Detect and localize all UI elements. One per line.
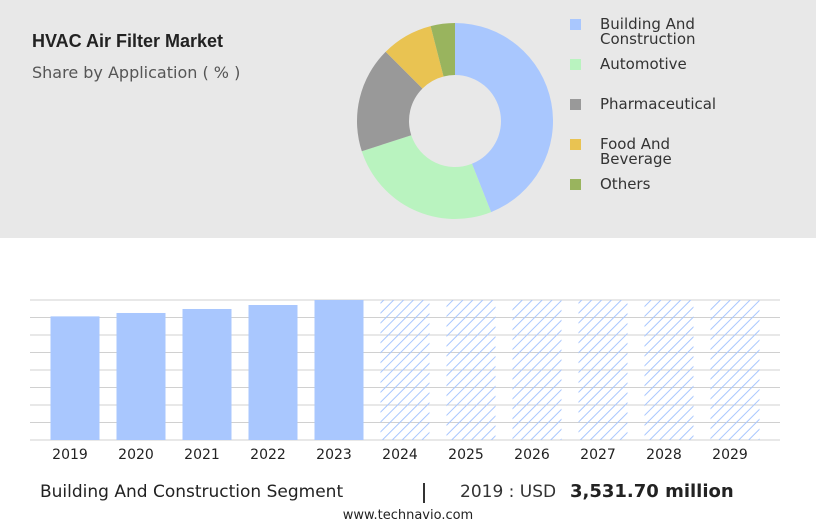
x-tick-label: 2028 [646, 447, 682, 463]
forecast-placeholder [710, 300, 760, 440]
footer-period: 2019 : USD [460, 482, 557, 502]
bar [182, 308, 232, 440]
donut-slice [430, 23, 455, 77]
forecast-placeholder [578, 300, 628, 440]
x-tick-label: 2023 [316, 447, 352, 463]
chart-subtitle: Share by Application ( % ) [32, 63, 241, 82]
x-tick-label: 2019 [52, 447, 88, 463]
website: www.technavio.com [342, 508, 474, 523]
donut-slice [385, 26, 444, 89]
legend-swatch [570, 99, 581, 110]
legend-label: Pharmaceutical [600, 95, 717, 113]
legend-swatch [570, 179, 581, 190]
footer-value: 3,531.70 million [570, 481, 734, 502]
bar [116, 312, 166, 440]
x-tick-label: 2022 [250, 447, 286, 463]
forecast-placeholder [512, 300, 562, 440]
x-tick-label: 2027 [580, 447, 616, 463]
x-tick-label: 2029 [712, 447, 748, 463]
x-tick-label: 2024 [382, 447, 418, 463]
forecast-placeholder [644, 300, 694, 440]
legend-label: Building And Construction [600, 15, 696, 48]
legend-swatch [570, 19, 581, 30]
bar [50, 316, 100, 440]
forecast-placeholder [380, 300, 430, 440]
footer-segment: Building And Construction Segment [40, 482, 344, 502]
forecast-placeholder [446, 300, 496, 440]
bar [314, 300, 364, 440]
legend-label: Automotive [600, 55, 687, 73]
x-tick-label: 2021 [184, 447, 220, 463]
legend-label: Food And Beverage [600, 135, 672, 168]
donut-slice [361, 135, 492, 220]
donut-slice [455, 23, 554, 213]
legend-swatch [570, 139, 581, 150]
x-tick-label: 2020 [118, 447, 154, 463]
legend-label: Others [600, 175, 651, 193]
x-tick-label: 2025 [448, 447, 484, 463]
x-tick-label: 2026 [514, 447, 550, 463]
chart-title: HVAC Air Filter Market [32, 31, 224, 51]
legend-swatch [570, 59, 581, 70]
bar [248, 305, 298, 440]
footer-divider [423, 483, 425, 503]
donut-slice [357, 51, 423, 152]
chart: 2019 2020 2021 2022 2023 2024 2025 2026 2027 2028… [30, 23, 780, 463]
